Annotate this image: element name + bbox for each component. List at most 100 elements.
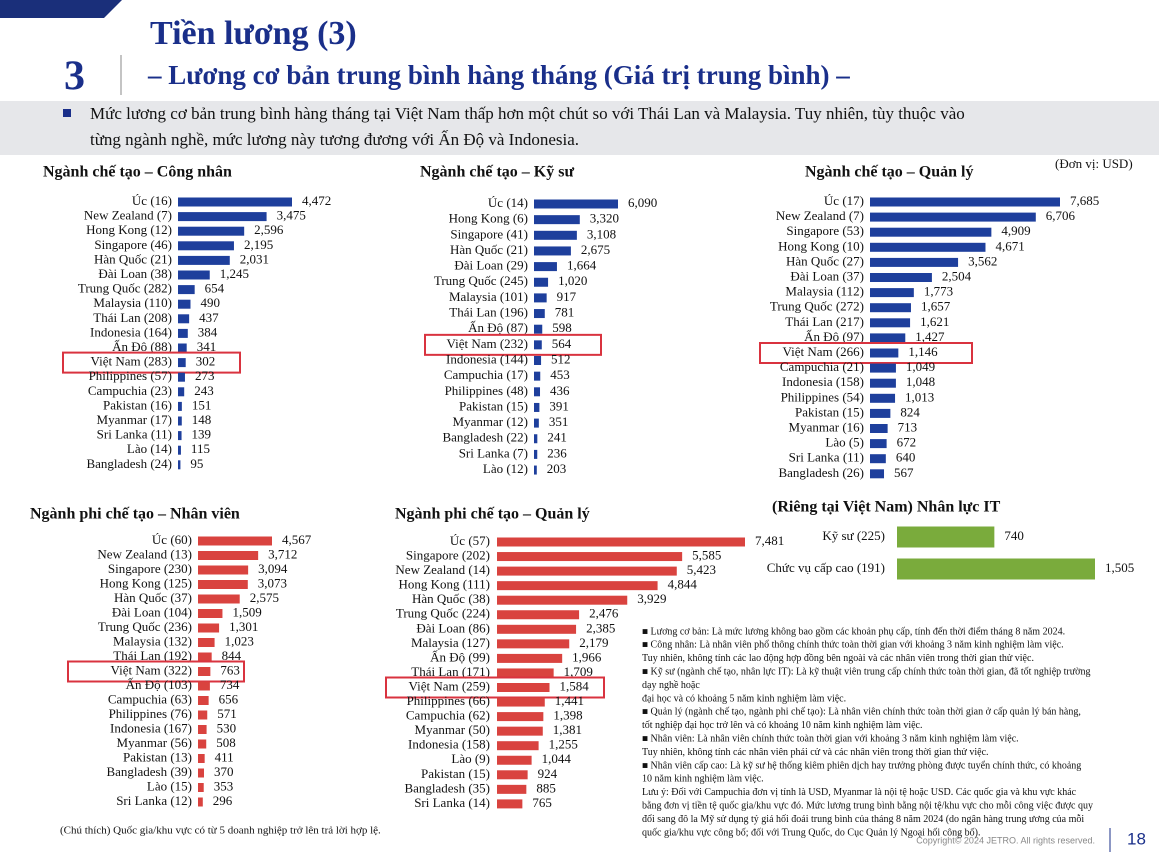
category-label: Campuchia (23) [88, 383, 172, 398]
bar [870, 454, 886, 464]
bar [870, 257, 959, 267]
value-label: 436 [550, 383, 570, 398]
category-label: Myanmar (56) [117, 735, 192, 750]
highlight-box [62, 351, 241, 374]
category-label: Bangladesh (35) [404, 780, 490, 795]
value-label: 3,475 [277, 208, 306, 223]
bar [178, 328, 188, 338]
value-label: 1,584 [560, 678, 590, 693]
value-label: 5,423 [687, 562, 716, 577]
bar [534, 402, 540, 412]
value-label: 437 [199, 310, 219, 325]
note-line: đổi sang đô la Mỹ sử dụng tỷ giá hối đoá… [642, 814, 1084, 825]
bar [534, 371, 541, 381]
value-label: 3,094 [258, 561, 288, 576]
value-label: 567 [894, 465, 914, 480]
value-label: 1,020 [558, 273, 587, 288]
bar [870, 318, 911, 328]
summary-band [0, 101, 1159, 155]
bar [497, 552, 683, 562]
bar [178, 255, 230, 265]
bar [870, 424, 888, 433]
bar [870, 227, 992, 237]
category-label: Thái Lan (196) [449, 305, 528, 320]
category-label: Thái Lan (171) [411, 664, 490, 679]
value-label: 243 [194, 383, 214, 398]
footnote: (Chú thích) Quốc gia/khu vực có từ 5 doa… [60, 825, 381, 837]
bar [497, 668, 554, 678]
category-label: Campuchia (62) [406, 708, 490, 723]
bar [178, 401, 182, 411]
category-label: Úc (60) [152, 532, 192, 547]
value-label: 302 [196, 354, 216, 369]
category-label: New Zealand (13) [97, 546, 192, 561]
bar [534, 418, 539, 428]
bar [870, 197, 1060, 207]
value-label: 1,441 [555, 693, 584, 708]
value-label: 1,381 [553, 722, 582, 737]
category-label: Thái Lan (192) [113, 648, 192, 663]
value-label: 672 [897, 435, 917, 450]
bar [497, 741, 539, 751]
bar [198, 696, 209, 705]
value-label: 391 [549, 398, 569, 413]
category-label: Thái Lan (217) [785, 314, 864, 329]
note-line: ■ Lương cơ bản: Là mức lương không bao g… [642, 626, 1065, 637]
value-label: 490 [200, 295, 220, 310]
value-label: 530 [217, 720, 237, 735]
category-label: Myanmar (50) [415, 722, 490, 737]
value-label: 4,844 [668, 577, 698, 592]
category-label: Bangladesh (24) [86, 456, 172, 471]
category-label: Úc (14) [488, 195, 528, 210]
bar [870, 242, 986, 252]
value-label: 1,301 [229, 619, 258, 634]
bar [178, 197, 292, 207]
bullet [63, 109, 71, 117]
bar [870, 393, 896, 403]
bar [198, 594, 240, 604]
bar [198, 797, 203, 807]
value-label: 1,709 [564, 664, 593, 679]
note-line: dạy nghề hoặc [642, 680, 700, 691]
category-label: Bangladesh (22) [442, 430, 528, 445]
value-label: 1,023 [225, 633, 254, 648]
highlight-box [385, 676, 605, 699]
category-label: Indonesia (167) [110, 720, 192, 735]
category-label: Malaysia (127) [411, 635, 490, 650]
bar [497, 639, 570, 649]
value-label: 341 [197, 339, 217, 354]
category-label: Úc (17) [824, 193, 864, 208]
value-label: 564 [552, 336, 572, 351]
category-label: Sri Lanka (12) [116, 793, 192, 808]
value-label: 1,044 [542, 751, 572, 766]
category-label: Pakistan (15) [795, 404, 864, 419]
category-label: Malaysia (132) [113, 633, 192, 648]
value-label: 2,195 [244, 237, 273, 252]
bar [178, 372, 185, 382]
bar [534, 262, 557, 272]
category-label: Việt Nam (259) [408, 678, 490, 693]
highlight-box [67, 660, 245, 683]
value-label: 411 [215, 749, 234, 764]
value-label: 4,671 [995, 238, 1024, 253]
note-line: ■ Nhân viên cấp cao: Là kỹ sư hệ thống k… [642, 760, 1081, 771]
category-label: Ấn Độ (87) [468, 320, 528, 335]
value-label: 2,504 [942, 268, 972, 283]
bar [534, 246, 571, 256]
value-label: 370 [214, 764, 234, 779]
bar [198, 710, 208, 720]
note-line: đại học và có khoảng 5 năm kinh nghiệm l… [642, 693, 846, 704]
category-label: Lào (9) [451, 751, 490, 766]
value-label: 95 [190, 456, 203, 471]
value-label: 1,146 [908, 344, 938, 359]
slide-subtitle: – Lương cơ bản trung bình hàng tháng (Gi… [147, 60, 850, 90]
bar [870, 408, 891, 418]
category-label: Bangladesh (39) [106, 764, 192, 779]
value-label: 844 [222, 648, 242, 663]
value-label: 1,773 [924, 284, 953, 299]
note-line: ■ Kỹ sư (ngành chế tạo, nhân lực IT): Là… [642, 666, 1090, 677]
category-label: Hong Kong (111) [399, 577, 490, 592]
bar [178, 343, 187, 353]
bar [534, 434, 538, 444]
value-label: 2,596 [254, 222, 284, 237]
